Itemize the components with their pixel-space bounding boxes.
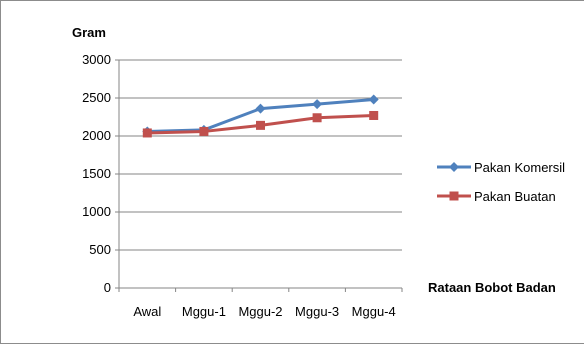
grid-lines — [119, 59, 402, 251]
series-2 — [142, 110, 379, 138]
y-tick-labels: 0 500 1000 1500 2000 2500 3000 — [82, 52, 111, 295]
data-point — [199, 126, 209, 136]
data-point — [256, 120, 265, 130]
data-point — [312, 99, 323, 110]
legend-item: Pakan Buatan — [437, 189, 556, 204]
data-point — [368, 94, 379, 105]
y-tick-label: 1500 — [82, 166, 111, 181]
x-axis-label: Rataan Bobot Badan — [428, 280, 556, 295]
data-point — [369, 110, 379, 120]
data-point — [312, 113, 322, 123]
y-tick-label: 500 — [89, 242, 111, 257]
x-tick-label: Mggu-4 — [352, 304, 396, 319]
data-point — [255, 103, 266, 114]
x-tick-label: Mggu-3 — [295, 304, 339, 319]
data-point — [142, 128, 152, 138]
legend-item: Pakan Komersil — [437, 160, 565, 175]
y-tick-label: 2000 — [82, 128, 111, 143]
y-tick-label: 3000 — [82, 52, 111, 67]
legend-marker — [449, 191, 459, 201]
legend-marker — [449, 162, 459, 172]
axes — [115, 59, 403, 292]
y-axis-label: Gram — [72, 25, 106, 40]
y-tick-label: 0 — [104, 280, 111, 295]
x-tick-label: Awal — [133, 304, 161, 319]
x-tick-labels: Awal Mggu-1 Mggu-2 Mggu-3 Mggu-4 — [133, 304, 395, 319]
legend-label: Pakan Komersil — [474, 160, 565, 175]
x-tick-label: Mggu-2 — [238, 304, 282, 319]
legend: Pakan Komersil Pakan Buatan — [437, 160, 565, 204]
y-tick-label: 2500 — [82, 90, 111, 105]
legend-label: Pakan Buatan — [474, 189, 556, 204]
series-group — [142, 94, 379, 138]
x-tick-label: Mggu-1 — [182, 304, 226, 319]
y-tick-label: 1000 — [82, 204, 111, 219]
